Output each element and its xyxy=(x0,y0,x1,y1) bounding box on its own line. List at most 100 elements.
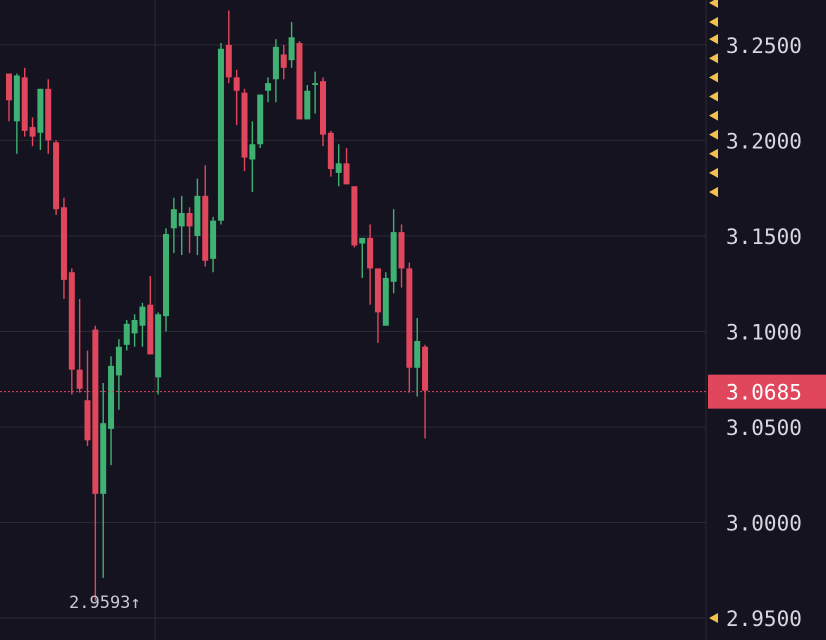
candle-body xyxy=(249,144,256,160)
alert-marker-icon[interactable] xyxy=(709,16,718,27)
price-axis[interactable]: 3.2500 3.2000 3.1500 3.1000 3.0500 3.0000 2.95… xyxy=(726,34,802,631)
alert-marker-icon[interactable] xyxy=(709,53,718,64)
candle[interactable] xyxy=(225,10,232,84)
candle[interactable] xyxy=(92,325,99,601)
alert-marker-icon[interactable] xyxy=(709,167,718,178)
candle-body xyxy=(6,73,12,101)
candle[interactable] xyxy=(312,71,319,114)
candle[interactable] xyxy=(131,314,138,347)
candle[interactable] xyxy=(257,94,264,149)
candle[interactable] xyxy=(186,207,193,254)
candle-body xyxy=(76,369,83,389)
candle-body xyxy=(92,329,99,494)
alert-marker-icon[interactable] xyxy=(709,91,718,102)
candle[interactable] xyxy=(100,383,107,578)
alert-marker-icon[interactable] xyxy=(709,187,718,197)
candle[interactable] xyxy=(108,356,115,466)
candle[interactable] xyxy=(414,318,421,397)
candle[interactable] xyxy=(272,39,279,103)
candle[interactable] xyxy=(29,117,36,147)
candle[interactable] xyxy=(367,224,374,305)
candle-body xyxy=(367,237,374,269)
price-tick-label: 3.1500 xyxy=(726,225,802,249)
low-price-annotation: 2.9593↑ xyxy=(69,593,141,613)
candle[interactable] xyxy=(194,178,201,256)
alert-marker-icon[interactable] xyxy=(709,34,718,45)
candle[interactable] xyxy=(327,130,334,177)
candle[interactable] xyxy=(45,79,52,154)
alert-marker-icon[interactable] xyxy=(709,0,718,8)
alert-marker-icon[interactable] xyxy=(709,129,718,140)
candle[interactable] xyxy=(123,320,130,351)
candle[interactable] xyxy=(304,85,311,120)
candle[interactable] xyxy=(351,186,358,248)
candle[interactable] xyxy=(320,77,326,147)
candle-body xyxy=(139,306,146,326)
candle[interactable] xyxy=(335,144,342,187)
last-price-label: 3.0685 xyxy=(708,374,826,409)
candle[interactable] xyxy=(390,209,397,294)
candle-body xyxy=(382,277,389,326)
candle[interactable] xyxy=(249,121,256,192)
candle[interactable] xyxy=(265,77,272,103)
candle-body xyxy=(398,232,405,269)
candle[interactable] xyxy=(163,228,169,332)
alert-marker-icon[interactable] xyxy=(709,72,718,83)
candle[interactable] xyxy=(53,140,60,215)
candle[interactable] xyxy=(84,350,91,447)
candle[interactable] xyxy=(21,67,28,137)
candle[interactable] xyxy=(233,69,240,126)
candle[interactable] xyxy=(398,224,405,288)
candle[interactable] xyxy=(217,42,224,225)
candle[interactable] xyxy=(296,41,303,120)
candle[interactable] xyxy=(170,197,177,254)
price-tick-label: 3.2500 xyxy=(726,34,802,58)
candle-body xyxy=(406,268,413,368)
candle[interactable] xyxy=(147,276,154,355)
candle[interactable] xyxy=(155,312,162,395)
candle[interactable] xyxy=(288,21,295,68)
candle-body xyxy=(202,195,209,261)
candle-body xyxy=(272,46,279,80)
alert-markers xyxy=(709,0,718,624)
candle-body xyxy=(163,234,169,317)
candle[interactable] xyxy=(343,148,350,185)
candle-body xyxy=(233,77,240,91)
candle[interactable] xyxy=(359,237,366,278)
candle-body xyxy=(304,90,311,120)
candle-body xyxy=(374,268,381,313)
candle[interactable] xyxy=(374,268,381,343)
candle[interactable] xyxy=(68,268,75,395)
candle-body xyxy=(21,77,28,131)
last-price-label-bg xyxy=(708,374,826,409)
candle[interactable] xyxy=(139,302,146,347)
candle-body xyxy=(320,81,326,135)
candle-body xyxy=(359,237,366,244)
candle-body xyxy=(312,83,319,86)
candle[interactable] xyxy=(202,165,209,267)
candle[interactable] xyxy=(37,88,44,150)
candle[interactable] xyxy=(178,195,185,256)
candle-body xyxy=(422,346,429,391)
alert-marker-icon[interactable] xyxy=(709,148,718,159)
candle[interactable] xyxy=(241,88,248,171)
candle[interactable] xyxy=(280,44,287,80)
candle[interactable] xyxy=(382,272,389,326)
candle[interactable] xyxy=(115,339,122,410)
candle[interactable] xyxy=(406,262,413,393)
candle[interactable] xyxy=(6,73,12,122)
alert-marker-icon[interactable] xyxy=(709,110,718,121)
alert-marker-icon[interactable] xyxy=(709,613,718,624)
candle-body xyxy=(108,365,115,429)
candle[interactable] xyxy=(13,73,20,154)
price-tick-label: 2.9500 xyxy=(726,607,802,631)
price-tick-label: 3.1000 xyxy=(726,320,802,344)
candle[interactable] xyxy=(210,216,217,273)
candle-body xyxy=(53,142,60,210)
candle[interactable] xyxy=(76,298,83,393)
candle-body xyxy=(45,88,52,141)
candle[interactable] xyxy=(60,197,67,299)
